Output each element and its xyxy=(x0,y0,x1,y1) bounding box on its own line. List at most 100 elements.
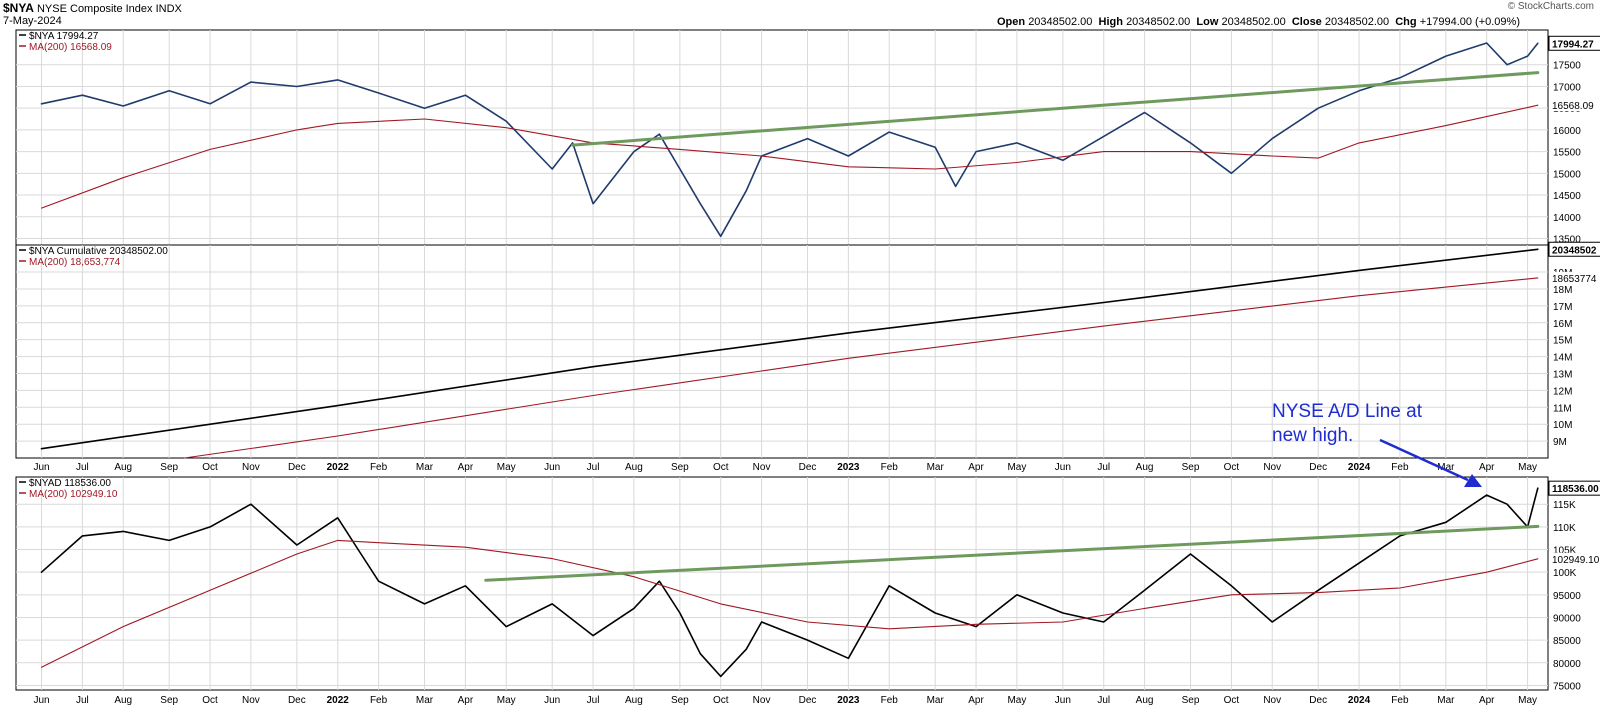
x-tick-label: 2022 xyxy=(327,695,350,706)
chg-label: Chg xyxy=(1395,16,1417,28)
last-value-label: 16568.09 xyxy=(1552,101,1594,112)
last-value-box xyxy=(1548,241,1600,257)
x-tick-label: Oct xyxy=(713,695,729,706)
x-tick-label: Apr xyxy=(968,695,984,706)
x-tick-label: Aug xyxy=(1136,462,1154,473)
x-tick-label: May xyxy=(1518,462,1537,473)
y-tick-label: 11M xyxy=(1553,403,1572,414)
y-tick-label: 17M xyxy=(1553,302,1572,313)
y-tick-label: 12M xyxy=(1553,386,1572,397)
x-tick-label: Jul xyxy=(1097,462,1110,473)
x-tick-label: Nov xyxy=(753,462,771,473)
x-tick-label: Feb xyxy=(370,462,388,473)
x-tick-label: 2024 xyxy=(1348,695,1371,706)
x-tick-label: Jul xyxy=(1097,695,1110,706)
x-tick-label: Sep xyxy=(1182,695,1200,706)
x-tick-label: May xyxy=(1518,695,1537,706)
y-tick-label: 15M xyxy=(1553,336,1572,347)
y-tick-label: 17000 xyxy=(1553,82,1581,93)
x-tick-label: 2023 xyxy=(837,695,860,706)
x-tick-label: Aug xyxy=(1136,695,1154,706)
x-tick-label: Aug xyxy=(625,695,643,706)
series-top-price xyxy=(40,42,1539,238)
x-tick-label: Jul xyxy=(587,695,600,706)
x-tick-label: Jun xyxy=(544,695,560,706)
x-tick-label: Oct xyxy=(1224,462,1240,473)
last-value-label: 102949.10 xyxy=(1552,555,1600,566)
y-tick-label: 14500 xyxy=(1553,191,1581,202)
x-tick-label: Oct xyxy=(202,695,218,706)
last-value-label: 18653774 xyxy=(1552,274,1597,285)
close-label: Close xyxy=(1291,16,1322,28)
x-tick-label: Feb xyxy=(1391,695,1409,706)
x-tick-label: Apr xyxy=(968,462,984,473)
last-value-bg xyxy=(1549,99,1600,112)
last-value-bg xyxy=(1549,552,1600,565)
x-tick-label: Apr xyxy=(1479,462,1495,473)
x-tick-label: Oct xyxy=(713,462,729,473)
panel-frame-middle xyxy=(15,244,1549,459)
x-tick-label: Jun xyxy=(33,695,49,706)
y-tick-label: 17500 xyxy=(1553,61,1581,72)
last-value-label: 118536.00 xyxy=(1552,484,1599,495)
low-value: 20348502.00 xyxy=(1221,16,1286,28)
x-tick-label: Mar xyxy=(416,462,434,473)
x-tick-label: Aug xyxy=(114,462,132,473)
x-tick-label: Oct xyxy=(202,462,218,473)
y-tick-label: 105K xyxy=(1553,546,1577,557)
series-bottom-trend xyxy=(484,524,1540,582)
x-tick-label: Mar xyxy=(927,695,945,706)
y-tick-label: 95000 xyxy=(1553,591,1581,602)
x-tick-label: Nov xyxy=(242,462,260,473)
y-tick-label: 13500 xyxy=(1553,234,1581,245)
x-tick-label: May xyxy=(1007,695,1026,706)
x-tick-label: Dec xyxy=(799,695,817,706)
series-top-trend xyxy=(571,71,1540,147)
chart-index-name: NYSE Composite Index xyxy=(36,3,153,15)
y-tick-label: 15000 xyxy=(1553,169,1581,180)
x-tick-label: Mar xyxy=(416,695,434,706)
y-tick-label: 80000 xyxy=(1553,659,1581,670)
y-tick-label: 14000 xyxy=(1553,213,1581,224)
x-tick-label: Feb xyxy=(881,695,899,706)
x-tick-label: Dec xyxy=(799,462,817,473)
legend-label: MA(200) 102949.10 xyxy=(29,489,118,500)
low-label: Low xyxy=(1196,16,1219,28)
y-tick-label: 75000 xyxy=(1553,681,1581,692)
y-tick-label: 9M xyxy=(1553,437,1567,448)
x-tick-label: May xyxy=(497,695,516,706)
x-tick-label: Aug xyxy=(625,462,643,473)
x-tick-label: Sep xyxy=(671,462,689,473)
brand-watermark: © StockCharts.com xyxy=(1507,1,1594,12)
series-middle-cum xyxy=(40,248,1539,450)
x-tick-label: 2024 xyxy=(1348,462,1371,473)
x-tick-label: Apr xyxy=(1479,695,1495,706)
x-tick-label: Sep xyxy=(160,695,178,706)
annotation-arrow xyxy=(1379,438,1469,482)
y-tick-label: 110K xyxy=(1553,523,1576,534)
y-tick-label: 15500 xyxy=(1553,148,1581,159)
series-top-ma xyxy=(40,104,1539,209)
last-value-box xyxy=(1548,35,1600,51)
x-tick-label: Sep xyxy=(160,462,178,473)
ohlc-readout: Open 20348502.00 High 20348502.00 Low 20… xyxy=(997,16,1520,28)
x-tick-label: Apr xyxy=(458,462,474,473)
x-tick-label: Jul xyxy=(76,695,89,706)
last-value-bg xyxy=(1549,271,1600,284)
x-tick-label: Jul xyxy=(587,462,600,473)
x-tick-label: Jul xyxy=(76,462,89,473)
y-tick-label: 90000 xyxy=(1553,613,1581,624)
x-tick-label: Nov xyxy=(242,695,260,706)
x-tick-label: Dec xyxy=(1309,695,1327,706)
x-tick-label: Dec xyxy=(288,695,306,706)
high-value: 20348502.00 xyxy=(1126,16,1191,28)
y-tick-label: 16M xyxy=(1553,319,1572,330)
x-tick-label: Nov xyxy=(1263,695,1281,706)
open-value: 20348502.00 xyxy=(1028,16,1093,28)
last-value-label: 20348502 xyxy=(1552,245,1597,256)
x-tick-label: Mar xyxy=(927,462,945,473)
x-tick-label: Aug xyxy=(114,695,132,706)
series-middle-ma xyxy=(183,277,1539,459)
chart-date: 7-May-2024 xyxy=(3,15,62,27)
